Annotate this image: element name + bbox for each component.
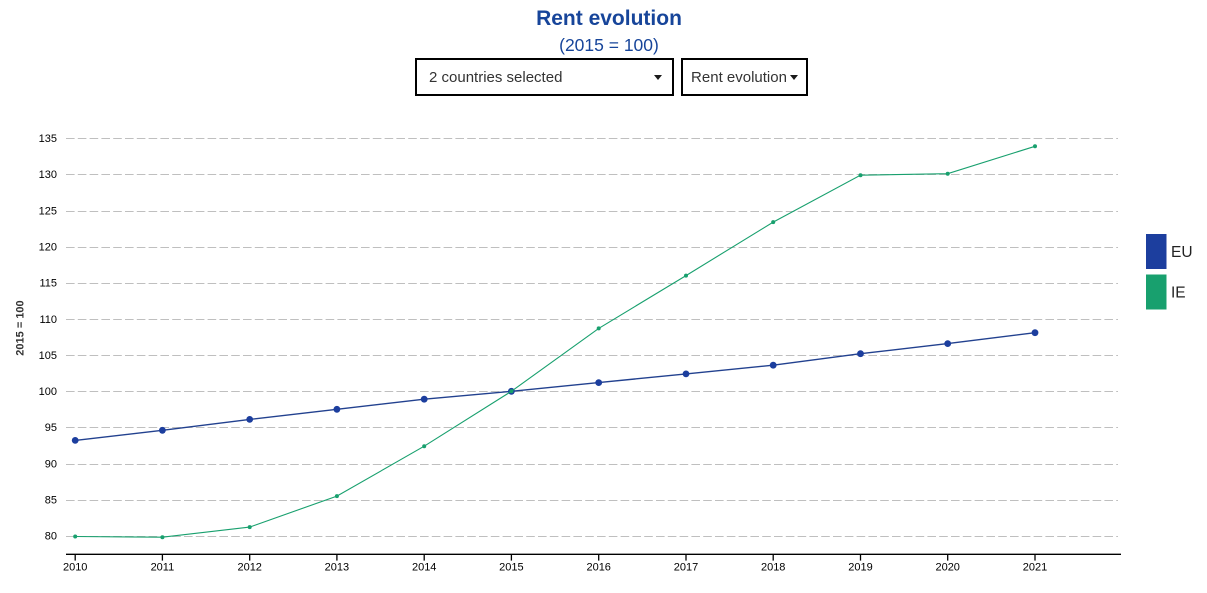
svg-text:95: 95 — [45, 422, 57, 434]
svg-text:115: 115 — [39, 278, 57, 290]
svg-text:2019: 2019 — [848, 562, 872, 574]
svg-text:2021: 2021 — [1023, 562, 1047, 574]
svg-text:125: 125 — [39, 205, 57, 217]
svg-text:120: 120 — [39, 242, 57, 254]
svg-text:2010: 2010 — [63, 562, 87, 574]
svg-text:100: 100 — [39, 386, 57, 398]
svg-text:80: 80 — [45, 531, 57, 543]
svg-text:2018: 2018 — [761, 562, 785, 574]
svg-text:2017: 2017 — [674, 562, 698, 574]
svg-text:130: 130 — [39, 169, 57, 181]
svg-text:2015 = 100: 2015 = 100 — [15, 300, 27, 355]
svg-text:110: 110 — [39, 314, 57, 326]
svg-text:2014: 2014 — [412, 562, 436, 574]
svg-text:2013: 2013 — [325, 562, 349, 574]
svg-text:2020: 2020 — [935, 562, 959, 574]
svg-text:85: 85 — [45, 495, 57, 507]
svg-text:2016: 2016 — [586, 562, 610, 574]
svg-text:135: 135 — [39, 133, 57, 145]
svg-text:2015: 2015 — [499, 562, 523, 574]
svg-text:105: 105 — [39, 350, 57, 362]
svg-text:EU: EU — [1171, 244, 1193, 261]
svg-text:90: 90 — [45, 458, 57, 470]
svg-text:IE: IE — [1171, 285, 1186, 302]
svg-text:2012: 2012 — [237, 562, 261, 574]
svg-text:2011: 2011 — [151, 562, 175, 574]
